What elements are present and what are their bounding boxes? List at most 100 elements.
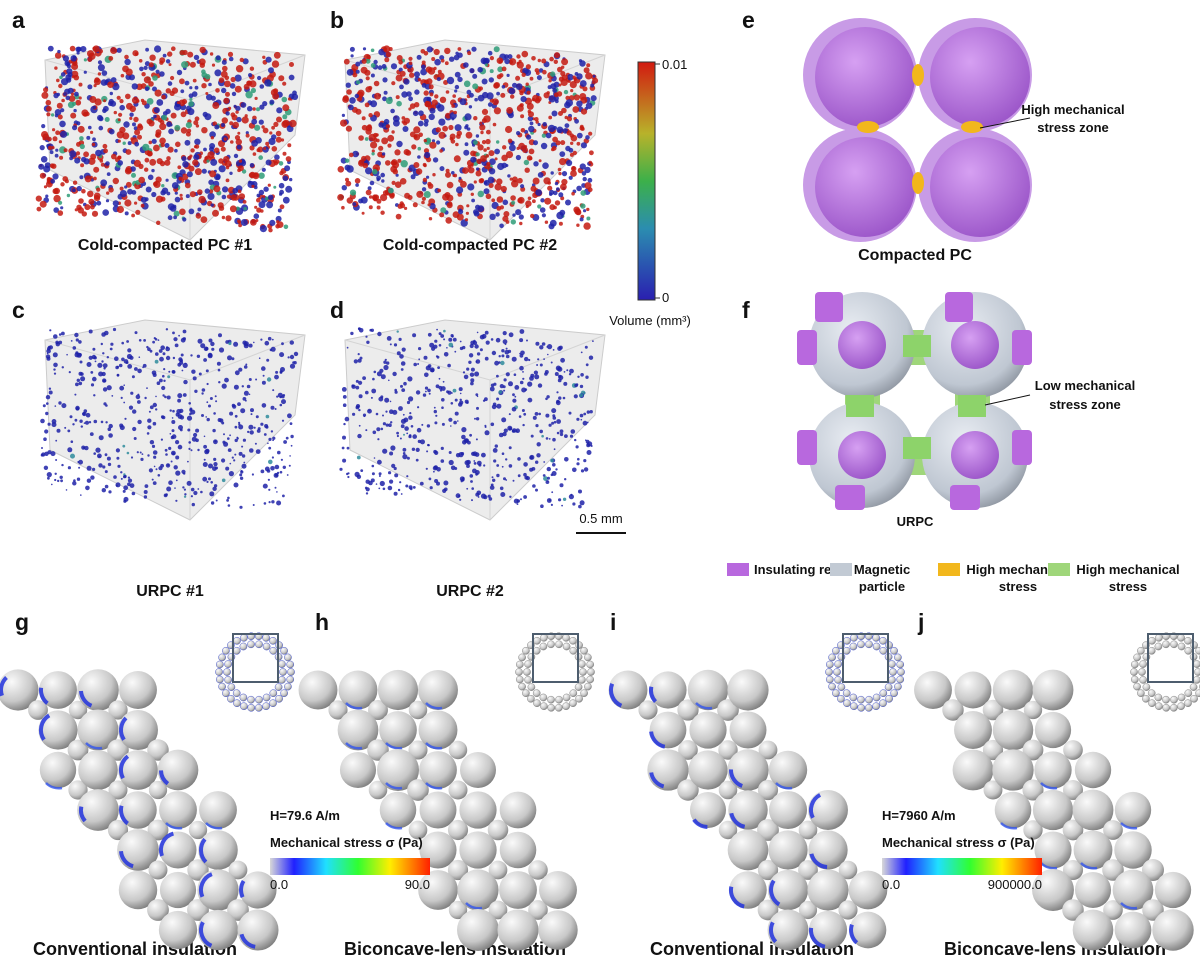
pore xyxy=(570,435,573,438)
pore xyxy=(586,63,590,67)
pore xyxy=(161,386,165,390)
pore xyxy=(53,352,58,357)
pore xyxy=(439,344,442,347)
pore xyxy=(429,343,434,348)
pore xyxy=(137,420,141,424)
pore xyxy=(521,128,526,133)
pore xyxy=(242,116,249,123)
pore xyxy=(92,47,96,51)
pore xyxy=(178,335,180,337)
pore xyxy=(429,142,436,149)
pore xyxy=(282,495,285,498)
pore xyxy=(113,328,116,331)
pore xyxy=(541,59,546,64)
pore xyxy=(101,343,103,345)
annotation: Low mechanical xyxy=(1035,378,1135,393)
pore xyxy=(173,337,177,341)
pore xyxy=(107,172,111,176)
pore xyxy=(111,395,113,397)
pore xyxy=(123,475,126,478)
pore xyxy=(565,200,571,206)
pore xyxy=(396,95,400,99)
pore xyxy=(106,191,109,194)
pore xyxy=(172,452,175,455)
pore xyxy=(117,206,124,213)
inset-particle xyxy=(519,683,526,690)
pore xyxy=(570,89,573,92)
pore xyxy=(121,478,123,480)
pore xyxy=(225,160,232,167)
pore xyxy=(46,106,52,112)
pore xyxy=(163,54,167,58)
pore xyxy=(588,178,593,183)
pore xyxy=(531,56,536,61)
pore xyxy=(524,357,528,361)
inset-particle xyxy=(570,690,577,697)
pore xyxy=(453,421,457,425)
pore xyxy=(171,436,174,439)
pore xyxy=(237,132,240,135)
pore xyxy=(264,502,267,505)
resin-pad xyxy=(797,330,817,365)
pore xyxy=(174,487,176,489)
pore xyxy=(537,204,541,208)
pore xyxy=(543,358,545,360)
resin-pad xyxy=(1012,330,1032,365)
pore xyxy=(454,89,457,92)
pore xyxy=(523,495,527,499)
pore xyxy=(240,470,242,472)
inset-particle xyxy=(843,690,850,697)
pore xyxy=(538,59,541,62)
pore xyxy=(492,479,495,482)
pore xyxy=(195,144,199,148)
pore xyxy=(416,191,423,198)
pore xyxy=(466,212,469,215)
pore xyxy=(86,413,91,418)
pore xyxy=(581,419,583,421)
pore xyxy=(144,168,148,172)
pore xyxy=(593,75,596,78)
pore xyxy=(168,480,173,485)
pore xyxy=(160,120,165,125)
pore xyxy=(151,169,154,172)
pore xyxy=(233,342,238,347)
pore xyxy=(179,78,185,84)
pore xyxy=(528,126,534,132)
pore xyxy=(147,432,150,435)
pore xyxy=(491,338,494,341)
pore xyxy=(363,47,366,50)
pore xyxy=(254,173,259,178)
pore xyxy=(205,449,209,453)
annotation: High mechanical xyxy=(1021,102,1124,117)
pore xyxy=(160,161,165,166)
pore xyxy=(58,84,62,88)
pore xyxy=(379,369,383,373)
pore xyxy=(266,160,272,166)
legend-swatch xyxy=(938,563,960,576)
pore xyxy=(113,475,117,479)
pore xyxy=(119,386,124,391)
pore xyxy=(366,76,370,80)
legend-label: Magnetic xyxy=(854,562,910,577)
pore xyxy=(153,481,157,485)
particle xyxy=(459,831,496,868)
pore xyxy=(454,351,456,353)
pore xyxy=(264,433,267,436)
pore xyxy=(60,182,64,186)
pore xyxy=(124,418,126,420)
pore xyxy=(175,471,180,476)
pore xyxy=(564,478,566,480)
pore xyxy=(66,78,71,83)
pore xyxy=(188,441,191,444)
particle xyxy=(340,752,376,788)
resin-pad xyxy=(1012,430,1032,465)
pore xyxy=(587,450,592,455)
pore xyxy=(564,90,568,94)
pore xyxy=(343,423,345,425)
pore xyxy=(470,382,474,386)
pore xyxy=(289,62,294,67)
pore xyxy=(200,47,206,53)
pore xyxy=(583,421,588,426)
pore xyxy=(275,408,277,410)
pore xyxy=(434,340,437,343)
